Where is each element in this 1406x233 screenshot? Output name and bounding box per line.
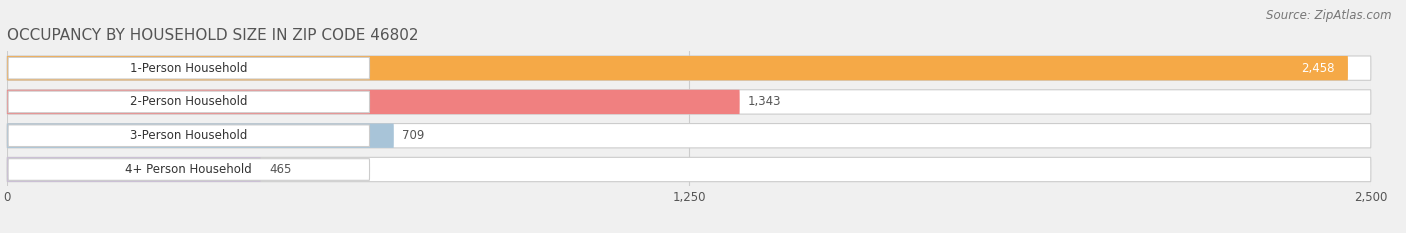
FancyBboxPatch shape (7, 123, 1371, 148)
FancyBboxPatch shape (7, 157, 1371, 182)
FancyBboxPatch shape (7, 56, 1348, 80)
Text: 1,343: 1,343 (748, 96, 782, 108)
FancyBboxPatch shape (8, 125, 370, 147)
Text: 709: 709 (402, 129, 425, 142)
FancyBboxPatch shape (7, 56, 1371, 80)
Text: Source: ZipAtlas.com: Source: ZipAtlas.com (1267, 9, 1392, 22)
Text: 4+ Person Household: 4+ Person Household (125, 163, 252, 176)
FancyBboxPatch shape (7, 90, 1371, 114)
Text: 465: 465 (269, 163, 291, 176)
Text: 3-Person Household: 3-Person Household (129, 129, 247, 142)
Text: OCCUPANCY BY HOUSEHOLD SIZE IN ZIP CODE 46802: OCCUPANCY BY HOUSEHOLD SIZE IN ZIP CODE … (7, 28, 419, 43)
FancyBboxPatch shape (7, 90, 740, 114)
FancyBboxPatch shape (8, 57, 370, 79)
FancyBboxPatch shape (7, 123, 394, 148)
FancyBboxPatch shape (8, 91, 370, 113)
FancyBboxPatch shape (7, 157, 260, 182)
Text: 2-Person Household: 2-Person Household (129, 96, 247, 108)
Text: 1-Person Household: 1-Person Household (129, 62, 247, 75)
FancyBboxPatch shape (8, 159, 370, 180)
Text: 2,458: 2,458 (1301, 62, 1334, 75)
